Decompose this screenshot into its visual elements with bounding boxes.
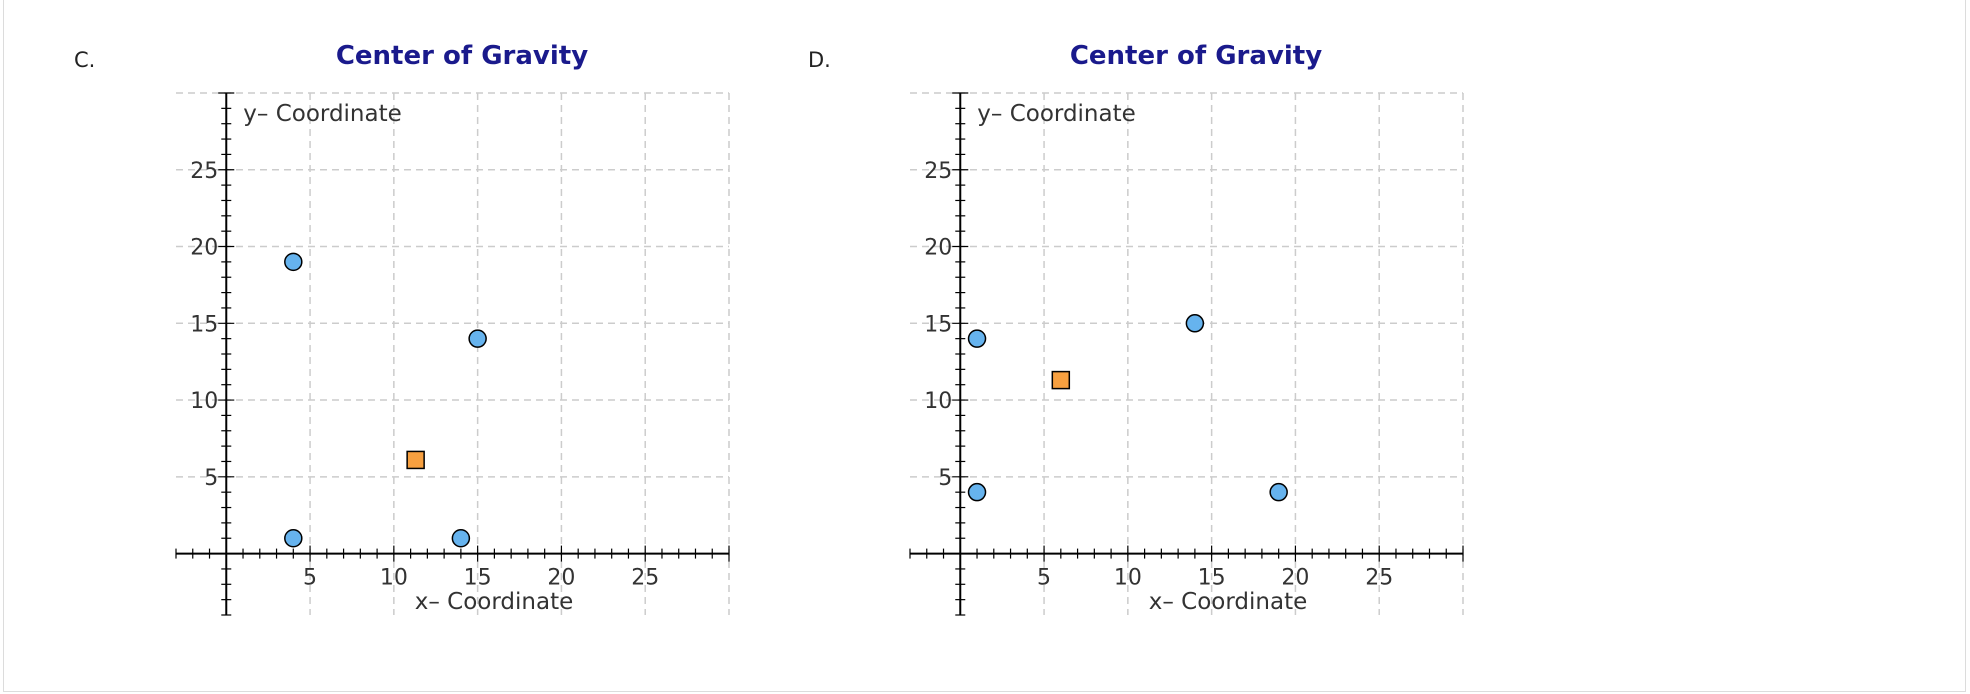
y-axis-label: y– Coordinate bbox=[243, 101, 402, 127]
panel-d: D. 5 10 15 20 25 5 10 15 20 25 Center of Gravity y–… bbox=[738, 0, 1464, 640]
y-tick-label: 15 bbox=[924, 312, 952, 337]
data-point bbox=[284, 528, 303, 548]
data-point bbox=[284, 252, 303, 272]
x-tick-label: 25 bbox=[1365, 566, 1393, 591]
panel-label: C. bbox=[74, 48, 96, 72]
y-tick-label: 25 bbox=[924, 159, 952, 184]
panel-c: C. 5 10 15 20 25 5 10 15 20 25 Center of Gravity y–… bbox=[4, 0, 730, 640]
x-tick-label: 5 bbox=[1037, 566, 1051, 591]
x-tick-label: 20 bbox=[547, 566, 575, 591]
point-series bbox=[284, 252, 487, 548]
data-point bbox=[1185, 314, 1205, 333]
x-tick-label: 5 bbox=[303, 566, 317, 591]
data-point bbox=[468, 329, 487, 348]
x-axis-label: x– Coordinate bbox=[415, 589, 574, 615]
y-tick-label: 5 bbox=[938, 466, 952, 491]
y-tick-label: 20 bbox=[924, 236, 952, 261]
y-axis-label: y– Coordinate bbox=[977, 101, 1136, 127]
x-axis-label: x– Coordinate bbox=[1149, 589, 1308, 615]
data-point bbox=[967, 482, 987, 502]
data-point bbox=[451, 528, 471, 548]
y-tick-label: 20 bbox=[190, 236, 218, 261]
y-tick-label: 25 bbox=[190, 159, 218, 184]
panel-label: D. bbox=[808, 48, 831, 72]
data-point bbox=[967, 329, 987, 348]
y-tick-label: 10 bbox=[190, 389, 218, 414]
axis-ticks bbox=[175, 92, 730, 616]
center-of-gravity-series bbox=[1051, 370, 1071, 390]
x-tick-label: 10 bbox=[380, 566, 408, 591]
y-tick-label: 15 bbox=[190, 312, 218, 337]
center-of-gravity-series bbox=[406, 450, 425, 470]
grid bbox=[910, 92, 1464, 615]
data-point bbox=[1269, 482, 1288, 502]
y-tick-label: 10 bbox=[924, 389, 952, 414]
center-of-gravity-marker bbox=[1051, 370, 1071, 390]
y-tick-label: 5 bbox=[204, 466, 218, 491]
figure-frame: C. 5 10 15 20 25 5 10 15 20 25 Center of Gravity y–… bbox=[3, 0, 1966, 692]
x-tick-label: 15 bbox=[464, 566, 492, 591]
x-tick-label: 10 bbox=[1114, 566, 1142, 591]
x-tick-label: 25 bbox=[631, 566, 659, 591]
scatter-chart: 5 10 15 20 25 5 10 15 20 25 Center of Gravity y– Co… bbox=[175, 41, 730, 616]
x-tick-label: 15 bbox=[1198, 566, 1226, 591]
grid bbox=[176, 92, 730, 615]
chart-title: Center of Gravity bbox=[1070, 41, 1322, 71]
x-tick-label: 20 bbox=[1281, 566, 1309, 591]
point-series bbox=[967, 314, 1288, 502]
scatter-chart: 5 10 15 20 25 5 10 15 20 25 Center of Gravity y– Co… bbox=[909, 41, 1464, 616]
chart-title: Center of Gravity bbox=[336, 41, 588, 71]
axes bbox=[910, 93, 1463, 615]
axis-ticks bbox=[909, 92, 1464, 616]
center-of-gravity-marker bbox=[406, 450, 425, 470]
